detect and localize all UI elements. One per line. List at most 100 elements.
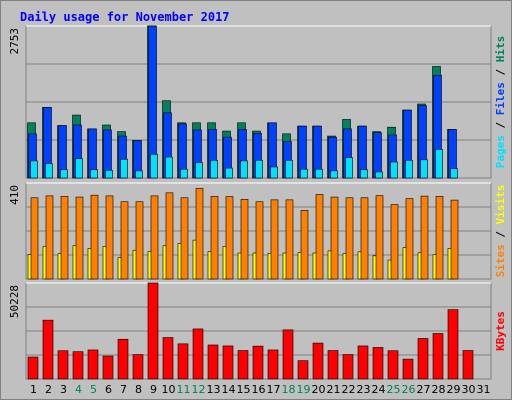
day-label: 3	[60, 383, 67, 396]
sites-bar	[75, 196, 84, 280]
sites-bar	[210, 196, 219, 280]
pages-bar	[450, 168, 458, 179]
sites-bar	[405, 198, 414, 280]
sites-bar	[255, 201, 264, 280]
kbytes-bar	[27, 356, 39, 380]
day-label: 17	[267, 383, 281, 396]
pages-bar	[225, 167, 233, 179]
day-label: 26	[402, 383, 416, 396]
kbytes-bar	[462, 350, 474, 380]
day-label: 23	[357, 383, 371, 396]
kbytes-bar	[207, 344, 219, 380]
day-label: 28	[432, 383, 446, 396]
kbytes-bar	[147, 282, 159, 380]
sites-bar	[435, 196, 444, 280]
day-label: 14	[222, 383, 236, 396]
kbytes-bar	[342, 354, 354, 380]
day-label: 4	[75, 383, 82, 396]
pages-bar	[300, 168, 308, 179]
sites-bar	[420, 195, 429, 280]
kbytes-bar	[372, 347, 384, 380]
kbytes-bar	[447, 309, 459, 380]
kbytes-bar	[222, 345, 234, 380]
kbytes-bar	[57, 350, 69, 380]
sites-panel-legend: Sites / Visits	[494, 185, 507, 278]
pages-bar	[330, 170, 338, 179]
pages-bar	[45, 163, 53, 179]
sites-bar	[450, 199, 459, 280]
sites-bar	[225, 196, 234, 280]
day-label: 16	[252, 383, 266, 396]
kbytes-panel-ymax-label: 50228	[8, 285, 21, 318]
hits-panel-legend-pages: Pages	[494, 135, 507, 168]
pages-bar	[165, 156, 173, 179]
day-label: 5	[90, 383, 97, 396]
sites-bar	[375, 195, 384, 280]
day-label: 1	[30, 383, 37, 396]
pages-bar	[150, 153, 158, 179]
pages-bar	[30, 160, 38, 179]
hits-panel-legend-separator: /	[494, 62, 507, 82]
kbytes-bar	[102, 355, 114, 380]
kbytes-panel-legend-kbytes: KBytes	[494, 311, 507, 351]
pages-bar	[120, 158, 128, 179]
sites-bar	[195, 188, 204, 280]
pages-bar	[420, 159, 428, 179]
sites-bar	[285, 199, 294, 280]
sites-bar	[105, 195, 114, 280]
day-label: 12	[192, 383, 206, 396]
kbytes-bar	[237, 350, 249, 380]
kbytes-bar	[432, 333, 444, 380]
hits-panel-legend: Pages / Files / Hits	[494, 36, 507, 169]
pages-bar	[435, 148, 443, 179]
sites-bar	[165, 192, 174, 280]
sites-bar	[330, 196, 339, 280]
day-label: 21	[327, 383, 341, 396]
kbytes-bar	[282, 329, 294, 380]
day-label: 20	[312, 383, 326, 396]
sites-panel-legend-separator: /	[494, 224, 507, 244]
kbytes-bar	[132, 354, 144, 380]
kbytes-bar	[162, 337, 174, 380]
chart-title: Daily usage for November 2017	[20, 10, 230, 24]
sites-panel-legend-visits: Visits	[494, 185, 507, 225]
pages-bar	[270, 166, 278, 179]
sites-panel-ymax-label: 410	[8, 185, 21, 205]
kbytes-bar	[357, 345, 369, 380]
files-bar	[373, 132, 382, 179]
kbytes-bar	[402, 358, 414, 380]
pages-bar	[135, 170, 143, 179]
pages-bar	[75, 158, 83, 179]
pages-bar	[390, 161, 398, 179]
pages-bar	[315, 168, 323, 179]
sites-bar	[270, 199, 279, 280]
day-label: 13	[207, 383, 221, 396]
day-label: 18	[282, 383, 296, 396]
hits-panel-legend-files: Files	[494, 82, 507, 115]
kbytes-bar	[252, 345, 264, 380]
pages-bar	[255, 160, 263, 179]
pages-bar	[360, 169, 368, 179]
sites-bar	[360, 197, 369, 280]
kbytes-bar	[297, 360, 309, 380]
day-label: 31	[477, 383, 491, 396]
kbytes-bar	[117, 338, 129, 380]
sites-panel-legend-sites: Sites	[494, 244, 507, 277]
pages-bar	[195, 162, 203, 179]
kbytes-bar	[327, 350, 339, 380]
kbytes-bar	[177, 343, 189, 380]
pages-bar	[285, 160, 293, 179]
sites-bar	[120, 201, 129, 280]
sites-bar	[180, 197, 189, 280]
day-label: 25	[387, 383, 401, 396]
day-label: 15	[237, 383, 251, 396]
day-label: 19	[297, 383, 311, 396]
pages-bar	[375, 171, 383, 179]
day-label: 7	[120, 383, 127, 396]
kbytes-bar	[192, 328, 204, 380]
pages-bar	[240, 160, 248, 179]
sites-bar	[150, 195, 159, 280]
pages-bar	[90, 169, 98, 179]
sites-bar	[90, 194, 99, 280]
